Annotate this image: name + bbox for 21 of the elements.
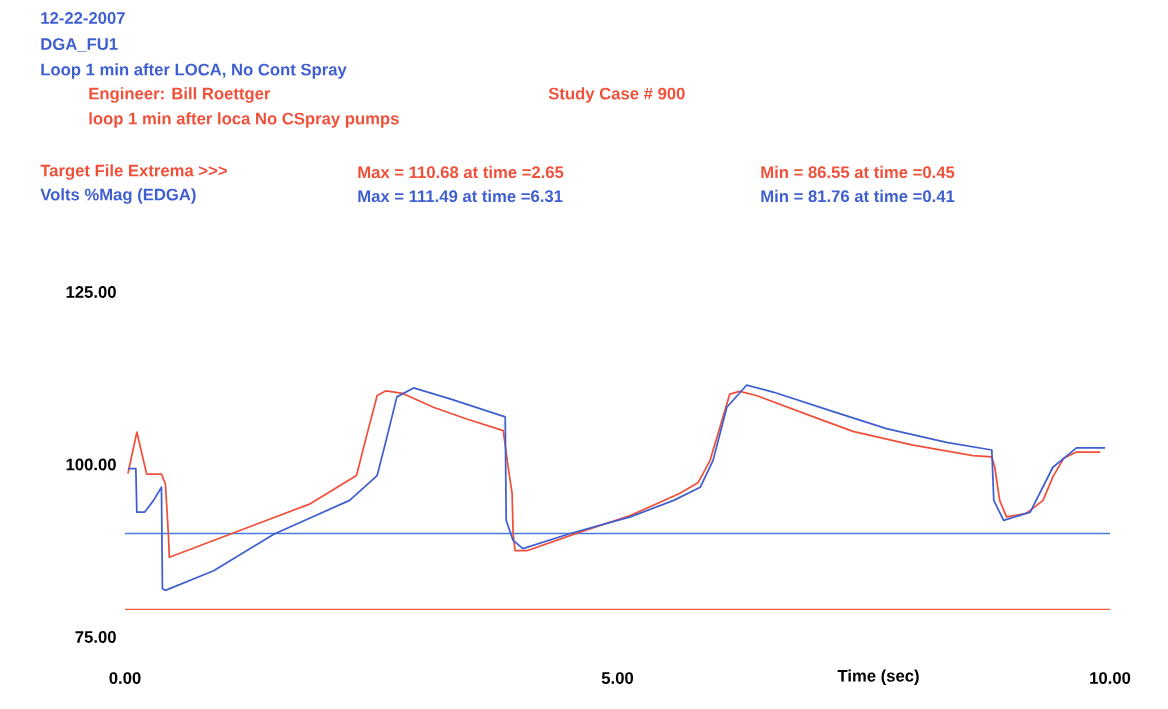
text: Loop 1 min after LOCA, No Cont Spray <box>41 63 347 79</box>
x-axis-title: Time (sec) <box>837 669 919 685</box>
y-tick-label: 100.00 <box>66 458 116 471</box>
text: Min = 81.76 at time =0.41 <box>761 189 955 203</box>
chart-subtitle: DGA_FU1 <box>41 38 118 52</box>
y-tick-label: 125.00 <box>66 286 116 298</box>
x-tick-label: 5.00 <box>601 672 634 684</box>
line-series <box>127 389 1102 559</box>
text: Engineer: Bill Roettger <box>89 87 271 103</box>
text: Volts %Mag (EDGA) <box>40 188 196 204</box>
text: Max = 111.49 at time =6.31 <box>358 189 563 203</box>
text: Study Case # 900 <box>548 87 685 103</box>
text: Min = 86.55 at time =0.45 <box>761 165 955 179</box>
x-tick-label: 0.00 <box>109 672 141 684</box>
y-tick-label: 75.00 <box>75 631 116 643</box>
text: Max = 110.68 at time =2.65 <box>358 165 564 179</box>
text: Target File Extrema >>> <box>40 164 227 180</box>
chart-title: 12-22-2007 <box>41 12 125 24</box>
x-tick-label: 10.00 <box>1090 672 1131 684</box>
line-series <box>127 384 1106 592</box>
text: loop 1 min after loca No CSpray pumps <box>89 112 399 128</box>
